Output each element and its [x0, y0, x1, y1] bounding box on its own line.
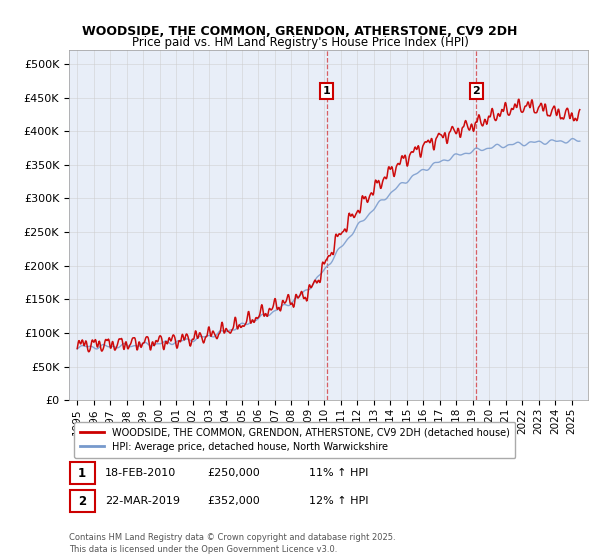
Text: 2: 2	[472, 86, 480, 96]
Text: £352,000: £352,000	[207, 496, 260, 506]
Text: Contains HM Land Registry data © Crown copyright and database right 2025.
This d: Contains HM Land Registry data © Crown c…	[69, 533, 395, 554]
Text: 22-MAR-2019: 22-MAR-2019	[105, 496, 180, 506]
Text: 11% ↑ HPI: 11% ↑ HPI	[309, 468, 368, 478]
Text: 1: 1	[78, 466, 86, 480]
Legend: WOODSIDE, THE COMMON, GRENDON, ATHERSTONE, CV9 2DH (detached house), HPI: Averag: WOODSIDE, THE COMMON, GRENDON, ATHERSTON…	[74, 422, 515, 458]
Text: 1: 1	[323, 86, 331, 96]
Text: 12% ↑ HPI: 12% ↑ HPI	[309, 496, 368, 506]
Text: Price paid vs. HM Land Registry's House Price Index (HPI): Price paid vs. HM Land Registry's House …	[131, 36, 469, 49]
Text: 2: 2	[78, 494, 86, 508]
Text: WOODSIDE, THE COMMON, GRENDON, ATHERSTONE, CV9 2DH: WOODSIDE, THE COMMON, GRENDON, ATHERSTON…	[82, 25, 518, 38]
Text: £250,000: £250,000	[207, 468, 260, 478]
Text: 18-FEB-2010: 18-FEB-2010	[105, 468, 176, 478]
